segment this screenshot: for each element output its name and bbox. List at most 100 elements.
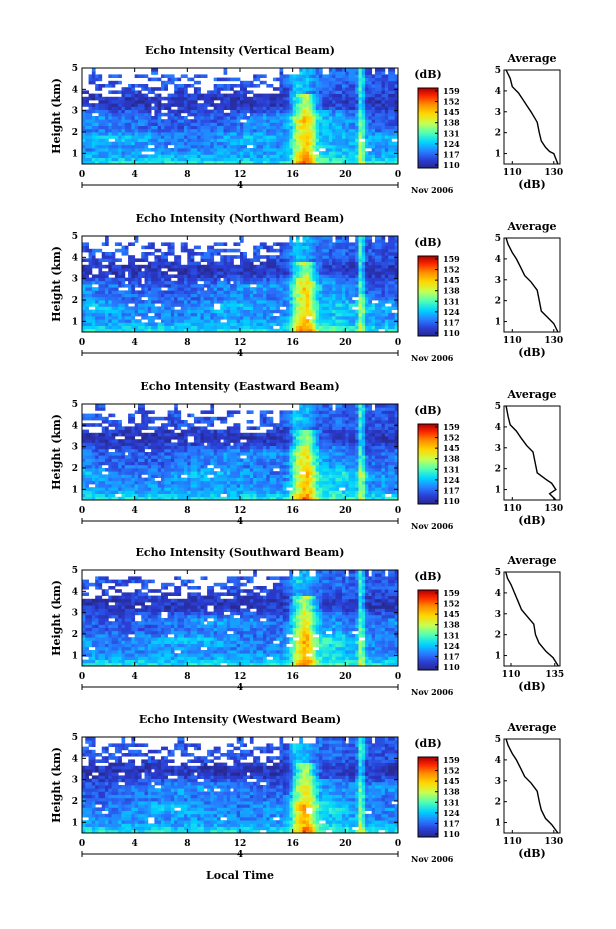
- heatmap-cell: [365, 252, 369, 256]
- heatmap-cell: [174, 138, 178, 142]
- heatmap-cell: [371, 287, 376, 291]
- heatmap-cell: [154, 255, 159, 259]
- heatmap-cell: [292, 103, 297, 107]
- date-label: Nov 2006: [411, 185, 454, 195]
- heatmap-cell: [269, 96, 274, 101]
- heatmap-cell: [177, 144, 182, 149]
- heatmap-cell: [200, 290, 205, 294]
- heatmap-cell: [338, 119, 343, 123]
- heatmap-cell: [305, 132, 310, 136]
- heatmap-cell: [111, 264, 116, 269]
- heatmap-cell: [147, 122, 152, 126]
- heatmap-cell: [322, 128, 326, 133]
- heatmap-cell: [312, 109, 317, 114]
- heatmap-cell: [210, 135, 215, 139]
- heatmap-cell: [332, 125, 336, 130]
- heatmap-cell: [226, 268, 231, 272]
- heatmap-cell: [134, 128, 139, 133]
- heatmap-cell: [190, 255, 195, 259]
- heatmap-cell: [249, 151, 254, 155]
- heatmap-cell: [312, 316, 317, 320]
- heatmap-cell: [137, 312, 142, 317]
- heatmap-cell: [101, 264, 106, 269]
- heatmap-cell: [108, 119, 113, 123]
- heatmap-cell: [184, 106, 188, 110]
- heatmap-cell: [161, 328, 165, 333]
- heatmap-cell: [164, 106, 168, 110]
- heatmap-cell: [335, 271, 340, 275]
- heatmap-cell: [286, 84, 290, 88]
- heatmap-cell: [378, 274, 382, 278]
- heatmap-cell: [220, 271, 224, 275]
- heatmap-cell: [236, 316, 241, 320]
- heatmap-cell: [111, 300, 116, 304]
- heatmap-cell: [365, 312, 369, 317]
- heatmap-cell: [345, 258, 350, 262]
- heatmap-cell: [345, 141, 350, 146]
- heatmap-cell: [98, 103, 103, 107]
- heatmap-cell: [259, 116, 264, 120]
- heatmap-cell: [167, 268, 172, 272]
- heatmap-cell: [190, 148, 195, 152]
- heatmap-cell: [243, 258, 247, 262]
- heatmap-cell: [388, 74, 392, 78]
- heatmap-cell: [361, 290, 366, 294]
- heatmap-cell: [263, 141, 267, 146]
- heatmap-cell: [190, 306, 195, 310]
- heatmap-cell: [361, 319, 366, 323]
- heatmap-cell: [358, 309, 363, 314]
- heatmap-cell: [167, 132, 172, 136]
- heatmap-cell: [82, 277, 86, 282]
- heatmap-cell: [286, 132, 290, 136]
- heatmap-cell: [305, 248, 310, 253]
- heatmap-cell: [108, 90, 113, 94]
- heatmap-cell: [259, 277, 264, 282]
- heatmap-cell: [348, 132, 353, 136]
- heatmap-cell: [368, 316, 373, 320]
- heatmap-cell: [180, 87, 185, 91]
- heatmap-cell: [114, 296, 119, 301]
- heatmap-cell: [207, 268, 211, 272]
- heatmap-cell: [249, 96, 254, 101]
- heatmap-cell: [240, 271, 244, 275]
- heatmap-cell: [177, 325, 182, 330]
- heatmap-cell: [226, 103, 231, 107]
- heatmap-cell: [345, 264, 350, 269]
- heatmap-cell: [85, 277, 89, 282]
- heatmap-cell: [147, 242, 152, 246]
- heatmap-cell: [368, 268, 373, 272]
- heatmap-cell: [282, 74, 287, 78]
- heatmap-cell: [108, 325, 113, 330]
- heatmap-cell: [348, 138, 353, 142]
- heatmap-cell: [134, 322, 139, 326]
- heatmap-cell: [345, 148, 350, 152]
- heatmap-cell: [276, 268, 280, 272]
- heatmap-cell: [358, 306, 363, 310]
- heatmap-cell: [253, 245, 257, 250]
- heatmap-cell: [348, 316, 353, 320]
- heatmap-cell: [121, 116, 126, 120]
- heatmap-cell: [272, 93, 277, 98]
- heatmap-cell: [342, 303, 346, 307]
- heatmap-cell: [243, 274, 247, 278]
- heatmap-cell: [253, 303, 257, 307]
- heatmap-cell: [325, 242, 330, 246]
- heatmap-cell: [378, 325, 382, 330]
- heatmap-cell: [193, 271, 198, 275]
- heatmap-cell: [223, 300, 228, 304]
- heatmap-cell: [154, 274, 159, 278]
- heatmap-cell: [355, 258, 359, 262]
- heatmap-cell: [157, 248, 162, 253]
- heatmap-cell: [342, 296, 346, 301]
- heatmap-cell: [197, 144, 201, 149]
- heatmap-cell: [164, 242, 168, 246]
- heatmap-cell: [319, 300, 323, 304]
- heatmap-cell: [348, 68, 353, 72]
- heatmap-cell: [394, 106, 399, 110]
- heatmap-cell: [180, 328, 185, 333]
- heatmap-cell: [243, 309, 247, 314]
- heatmap-cell: [253, 255, 257, 259]
- heatmap-cell: [378, 144, 382, 149]
- heatmap-cell: [374, 280, 379, 285]
- heatmap-cell: [361, 119, 366, 123]
